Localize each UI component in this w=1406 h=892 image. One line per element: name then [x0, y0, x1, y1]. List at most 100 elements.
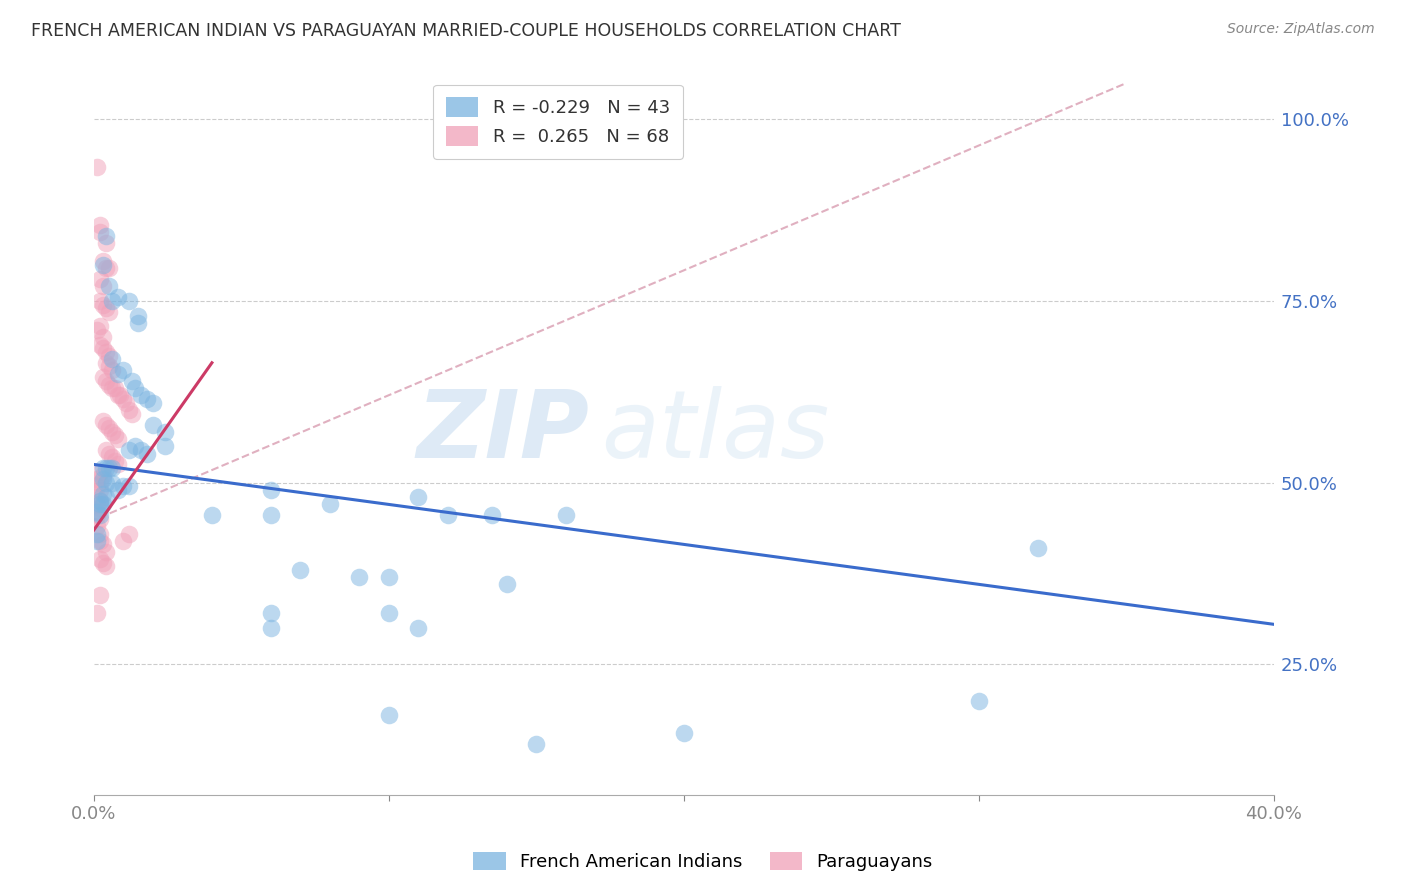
Point	[121, 374, 143, 388]
Point	[86, 519, 108, 533]
Point	[91, 258, 114, 272]
Point	[118, 403, 141, 417]
Point	[94, 461, 117, 475]
Point	[100, 381, 122, 395]
Point	[91, 298, 114, 312]
Point	[103, 454, 125, 468]
Point	[97, 349, 120, 363]
Point	[107, 388, 129, 402]
Point	[91, 556, 114, 570]
Point	[91, 461, 114, 475]
Point	[260, 607, 283, 621]
Point	[142, 395, 165, 409]
Point	[260, 508, 283, 523]
Point	[97, 421, 120, 435]
Point	[94, 442, 117, 457]
Point	[89, 465, 111, 479]
Point	[86, 607, 108, 621]
Point	[89, 498, 111, 512]
Point	[89, 526, 111, 541]
Point	[89, 493, 111, 508]
Point	[103, 428, 125, 442]
Point	[89, 493, 111, 508]
Point	[319, 498, 342, 512]
Point	[91, 486, 114, 500]
Point	[112, 533, 135, 548]
Point	[91, 472, 114, 486]
Point	[89, 533, 111, 548]
Point	[100, 425, 122, 439]
Point	[89, 218, 111, 232]
Point	[103, 381, 125, 395]
Text: Source: ZipAtlas.com: Source: ZipAtlas.com	[1227, 22, 1375, 37]
Point	[97, 279, 120, 293]
Point	[89, 293, 111, 308]
Point	[107, 483, 129, 497]
Point	[118, 526, 141, 541]
Point	[118, 442, 141, 457]
Point	[89, 588, 111, 602]
Point	[89, 508, 111, 523]
Point	[107, 432, 129, 446]
Point	[121, 407, 143, 421]
Point	[129, 388, 152, 402]
Text: atlas: atlas	[602, 386, 830, 477]
Point	[89, 552, 111, 566]
Point	[481, 508, 503, 523]
Point	[115, 395, 138, 409]
Point	[94, 374, 117, 388]
Point	[153, 439, 176, 453]
Point	[86, 505, 108, 519]
Point	[112, 479, 135, 493]
Point	[107, 290, 129, 304]
Point	[86, 490, 108, 504]
Point	[91, 498, 114, 512]
Point	[94, 356, 117, 370]
Point	[94, 301, 117, 316]
Point	[86, 160, 108, 174]
Point	[94, 344, 117, 359]
Text: FRENCH AMERICAN INDIAN VS PARAGUAYAN MARRIED-COUPLE HOUSEHOLDS CORRELATION CHART: FRENCH AMERICAN INDIAN VS PARAGUAYAN MAR…	[31, 22, 901, 40]
Point	[153, 425, 176, 439]
Point	[94, 490, 117, 504]
Point	[89, 501, 111, 516]
Point	[672, 726, 695, 740]
Point	[112, 392, 135, 406]
Point	[260, 621, 283, 635]
Point	[89, 225, 111, 239]
Point	[124, 439, 146, 453]
Point	[129, 442, 152, 457]
Point	[86, 508, 108, 523]
Point	[1026, 541, 1049, 555]
Point	[378, 607, 401, 621]
Point	[89, 337, 111, 351]
Point	[97, 377, 120, 392]
Point	[127, 309, 149, 323]
Text: ZIP: ZIP	[416, 386, 589, 478]
Point	[91, 414, 114, 428]
Point	[136, 392, 159, 406]
Legend: French American Indians, Paraguayans: French American Indians, Paraguayans	[465, 845, 941, 879]
Point	[554, 508, 576, 523]
Point	[91, 468, 114, 483]
Legend: R = -0.229   N = 43, R =  0.265   N = 68: R = -0.229 N = 43, R = 0.265 N = 68	[433, 85, 683, 159]
Point	[496, 577, 519, 591]
Point	[260, 483, 283, 497]
Point	[89, 475, 111, 490]
Point	[107, 458, 129, 472]
Point	[86, 526, 108, 541]
Point	[100, 363, 122, 377]
Point	[201, 508, 224, 523]
Point	[100, 475, 122, 490]
Point	[100, 450, 122, 465]
Point	[100, 352, 122, 367]
Point	[94, 235, 117, 250]
Point	[91, 254, 114, 268]
Point	[97, 461, 120, 475]
Point	[97, 447, 120, 461]
Point	[89, 483, 111, 497]
Point	[94, 475, 117, 490]
Point	[378, 570, 401, 584]
Point	[97, 359, 120, 374]
Point	[408, 621, 430, 635]
